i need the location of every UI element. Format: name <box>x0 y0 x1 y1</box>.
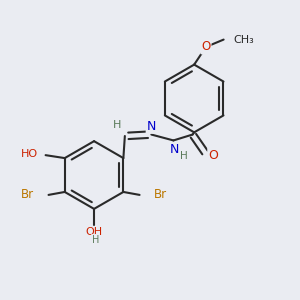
Text: H: H <box>180 151 188 161</box>
Text: Br: Br <box>154 188 167 201</box>
Text: CH₃: CH₃ <box>234 34 254 45</box>
Text: Br: Br <box>21 188 34 201</box>
Text: N: N <box>169 143 179 156</box>
Text: H: H <box>113 120 122 130</box>
Text: HO: HO <box>21 149 38 159</box>
Text: O: O <box>208 149 218 162</box>
Text: H: H <box>92 235 99 245</box>
Text: O: O <box>201 40 211 53</box>
Text: OH: OH <box>85 227 103 237</box>
Text: N: N <box>147 120 156 133</box>
